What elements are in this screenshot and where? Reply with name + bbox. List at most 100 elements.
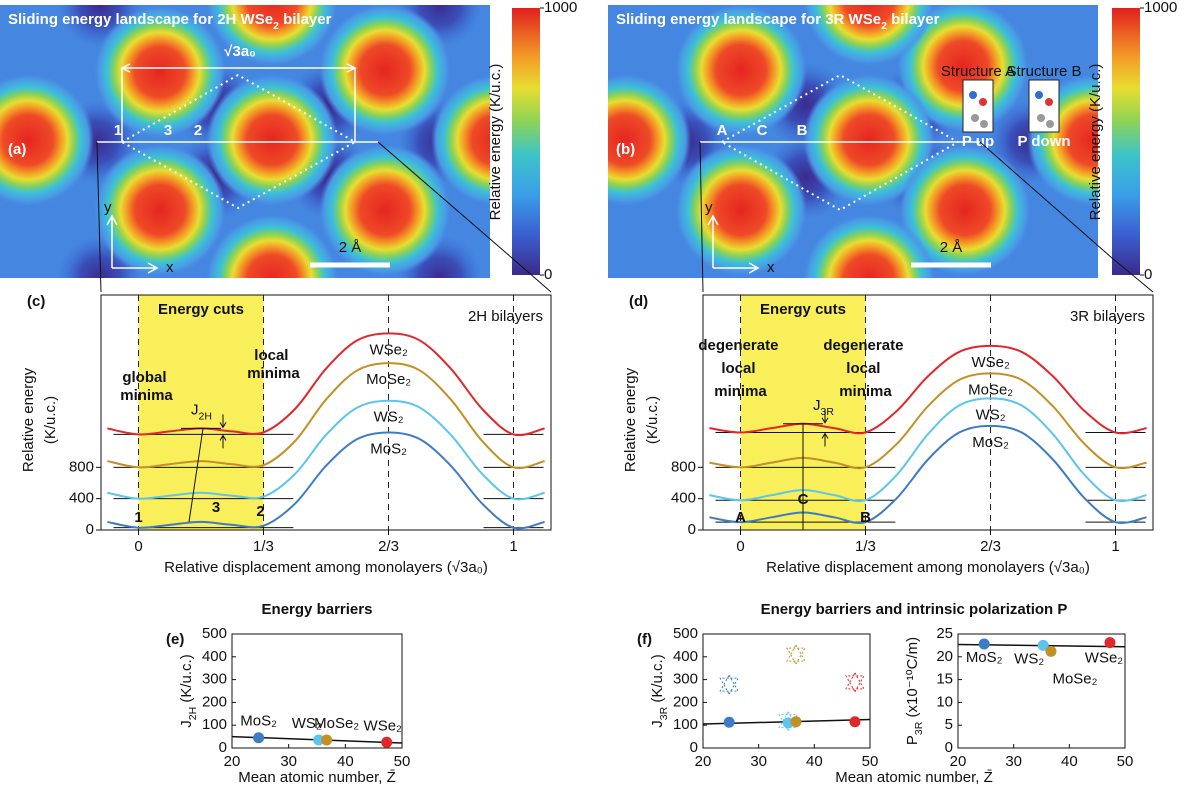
site-label: A — [717, 122, 728, 139]
colorbar-label: Relative energy (K/u.c.) — [1087, 64, 1104, 221]
x-axis-label: Relative displacement among monolayers (… — [164, 559, 488, 576]
annotation: degenerate local minima — [698, 337, 782, 400]
series-label: WS₂ — [374, 409, 404, 426]
panel-subtitle: 2H bilayers — [468, 308, 543, 325]
colorbar-tick-label: 1000 — [1144, 0, 1177, 16]
x-tick-label: 40 — [337, 753, 354, 770]
atom — [1037, 114, 1045, 122]
y-tick-label: 800 — [69, 458, 94, 475]
site-label: 2 — [256, 503, 264, 520]
energy-maximum — [206, 74, 338, 206]
zoom-line — [96, 141, 102, 293]
energy-curve — [709, 372, 1147, 470]
subscript: 2 — [881, 20, 887, 32]
panel-title: Energy cuts — [760, 301, 846, 318]
subscript: 2H — [198, 410, 211, 422]
x-tick-label: 0 — [736, 538, 744, 555]
energy-maximum — [206, 214, 338, 278]
site-label: 3 — [212, 499, 220, 516]
text-part: Sliding energy landscape for 3R WSe — [616, 11, 881, 28]
y-tick-label: 400 — [69, 490, 94, 507]
y-tick-label: 800 — [671, 458, 696, 475]
text-part: J — [813, 397, 821, 414]
structure-inset — [1028, 79, 1060, 133]
heatmap-panel: Sliding energy landscape for 3R WSe2 bil… — [608, 0, 1177, 283]
panel-label: (b) — [616, 141, 635, 158]
annotation: global minima — [120, 369, 173, 404]
heatmap — [608, 5, 1098, 278]
energy-maximum — [899, 144, 1031, 276]
text-part: bilayer — [279, 11, 332, 28]
y-axis-label: Relative energy — [622, 367, 639, 472]
energy-curve — [709, 344, 1147, 435]
point — [849, 716, 861, 728]
series-label: WSe₂ — [971, 354, 1010, 371]
site-label: 1 — [114, 122, 122, 139]
x-axis-label: Relative displacement among monolayers (… — [766, 559, 1090, 576]
energy-maximum — [94, 144, 226, 276]
colorbar-tick-label: 0 — [544, 266, 552, 283]
site-label: 3 — [164, 122, 172, 139]
point — [1045, 645, 1057, 657]
subscript: 3R — [913, 721, 925, 735]
y-axis-label: J3R (K/u.c.) — [649, 654, 670, 727]
point-label: WS₂ — [1014, 650, 1044, 667]
point-label: WSe₂ — [1085, 650, 1124, 667]
atom — [1046, 120, 1054, 128]
y-tick-label: 0 — [690, 739, 698, 756]
atom — [971, 114, 979, 122]
panel-label: (c) — [27, 293, 45, 310]
site-label: C — [757, 122, 768, 139]
atom — [969, 91, 977, 99]
y-tick-label: 300 — [202, 671, 227, 688]
text-part: P — [904, 735, 921, 745]
point — [321, 734, 333, 746]
panel-label: (e) — [166, 631, 184, 648]
series-label: MoSe₂ — [968, 381, 1013, 398]
point — [253, 732, 265, 744]
point-label: WS₂ — [292, 715, 322, 732]
point — [790, 716, 802, 728]
plot-frame — [702, 294, 1154, 531]
energy-maximum — [319, 5, 451, 136]
barrier-label: J2H — [191, 401, 212, 422]
subscript: 2H — [187, 707, 199, 720]
x-tick-label: 30 — [1005, 753, 1022, 770]
y-tick-label: 0 — [219, 739, 227, 756]
energy-maximum — [319, 144, 451, 276]
series-label: MoS₂ — [370, 440, 407, 457]
x-tick-label: 20 — [224, 753, 241, 770]
plot-frame — [702, 633, 871, 749]
heatmap-panel: Sliding energy landscape for 2H WSe2 bil… — [0, 0, 577, 283]
y-tick-label: 15 — [936, 671, 953, 688]
y-tick-label: 0 — [86, 521, 94, 538]
y-tick-label: 10 — [936, 693, 953, 710]
y-tick-label: 5 — [945, 716, 953, 733]
energy-maximum — [803, 214, 935, 278]
period-bracket — [120, 63, 357, 142]
axis-name: y — [705, 199, 713, 216]
x-tick-label: 20 — [950, 753, 967, 770]
point — [978, 638, 990, 650]
panel-label: (a) — [8, 141, 26, 158]
x-tick-label: 1 — [1111, 538, 1119, 555]
scale-label: 2 Å — [339, 239, 362, 256]
axis-name: x — [166, 259, 174, 276]
site-label: 2 — [194, 122, 202, 139]
energy-maximum — [431, 74, 490, 206]
energy-maximum — [897, 5, 1029, 132]
barrier-arrows — [821, 409, 829, 447]
x-tick-label: 1 — [509, 538, 517, 555]
x-tick-label: 1/3 — [855, 538, 876, 555]
point — [313, 734, 325, 746]
axis-name: x — [767, 259, 775, 276]
x-tick-label: 2/3 — [378, 538, 399, 555]
energy-curve — [107, 399, 545, 501]
point — [1037, 639, 1049, 651]
energy-maximum — [206, 5, 338, 66]
y-tick-label: 100 — [673, 716, 698, 733]
series-label: MoS₂ — [972, 434, 1009, 451]
y-axis-label: P3R (x10⁻¹⁰C/m) — [904, 637, 925, 745]
point-label: MoSe₂ — [314, 715, 359, 732]
energy-curve — [107, 362, 545, 470]
